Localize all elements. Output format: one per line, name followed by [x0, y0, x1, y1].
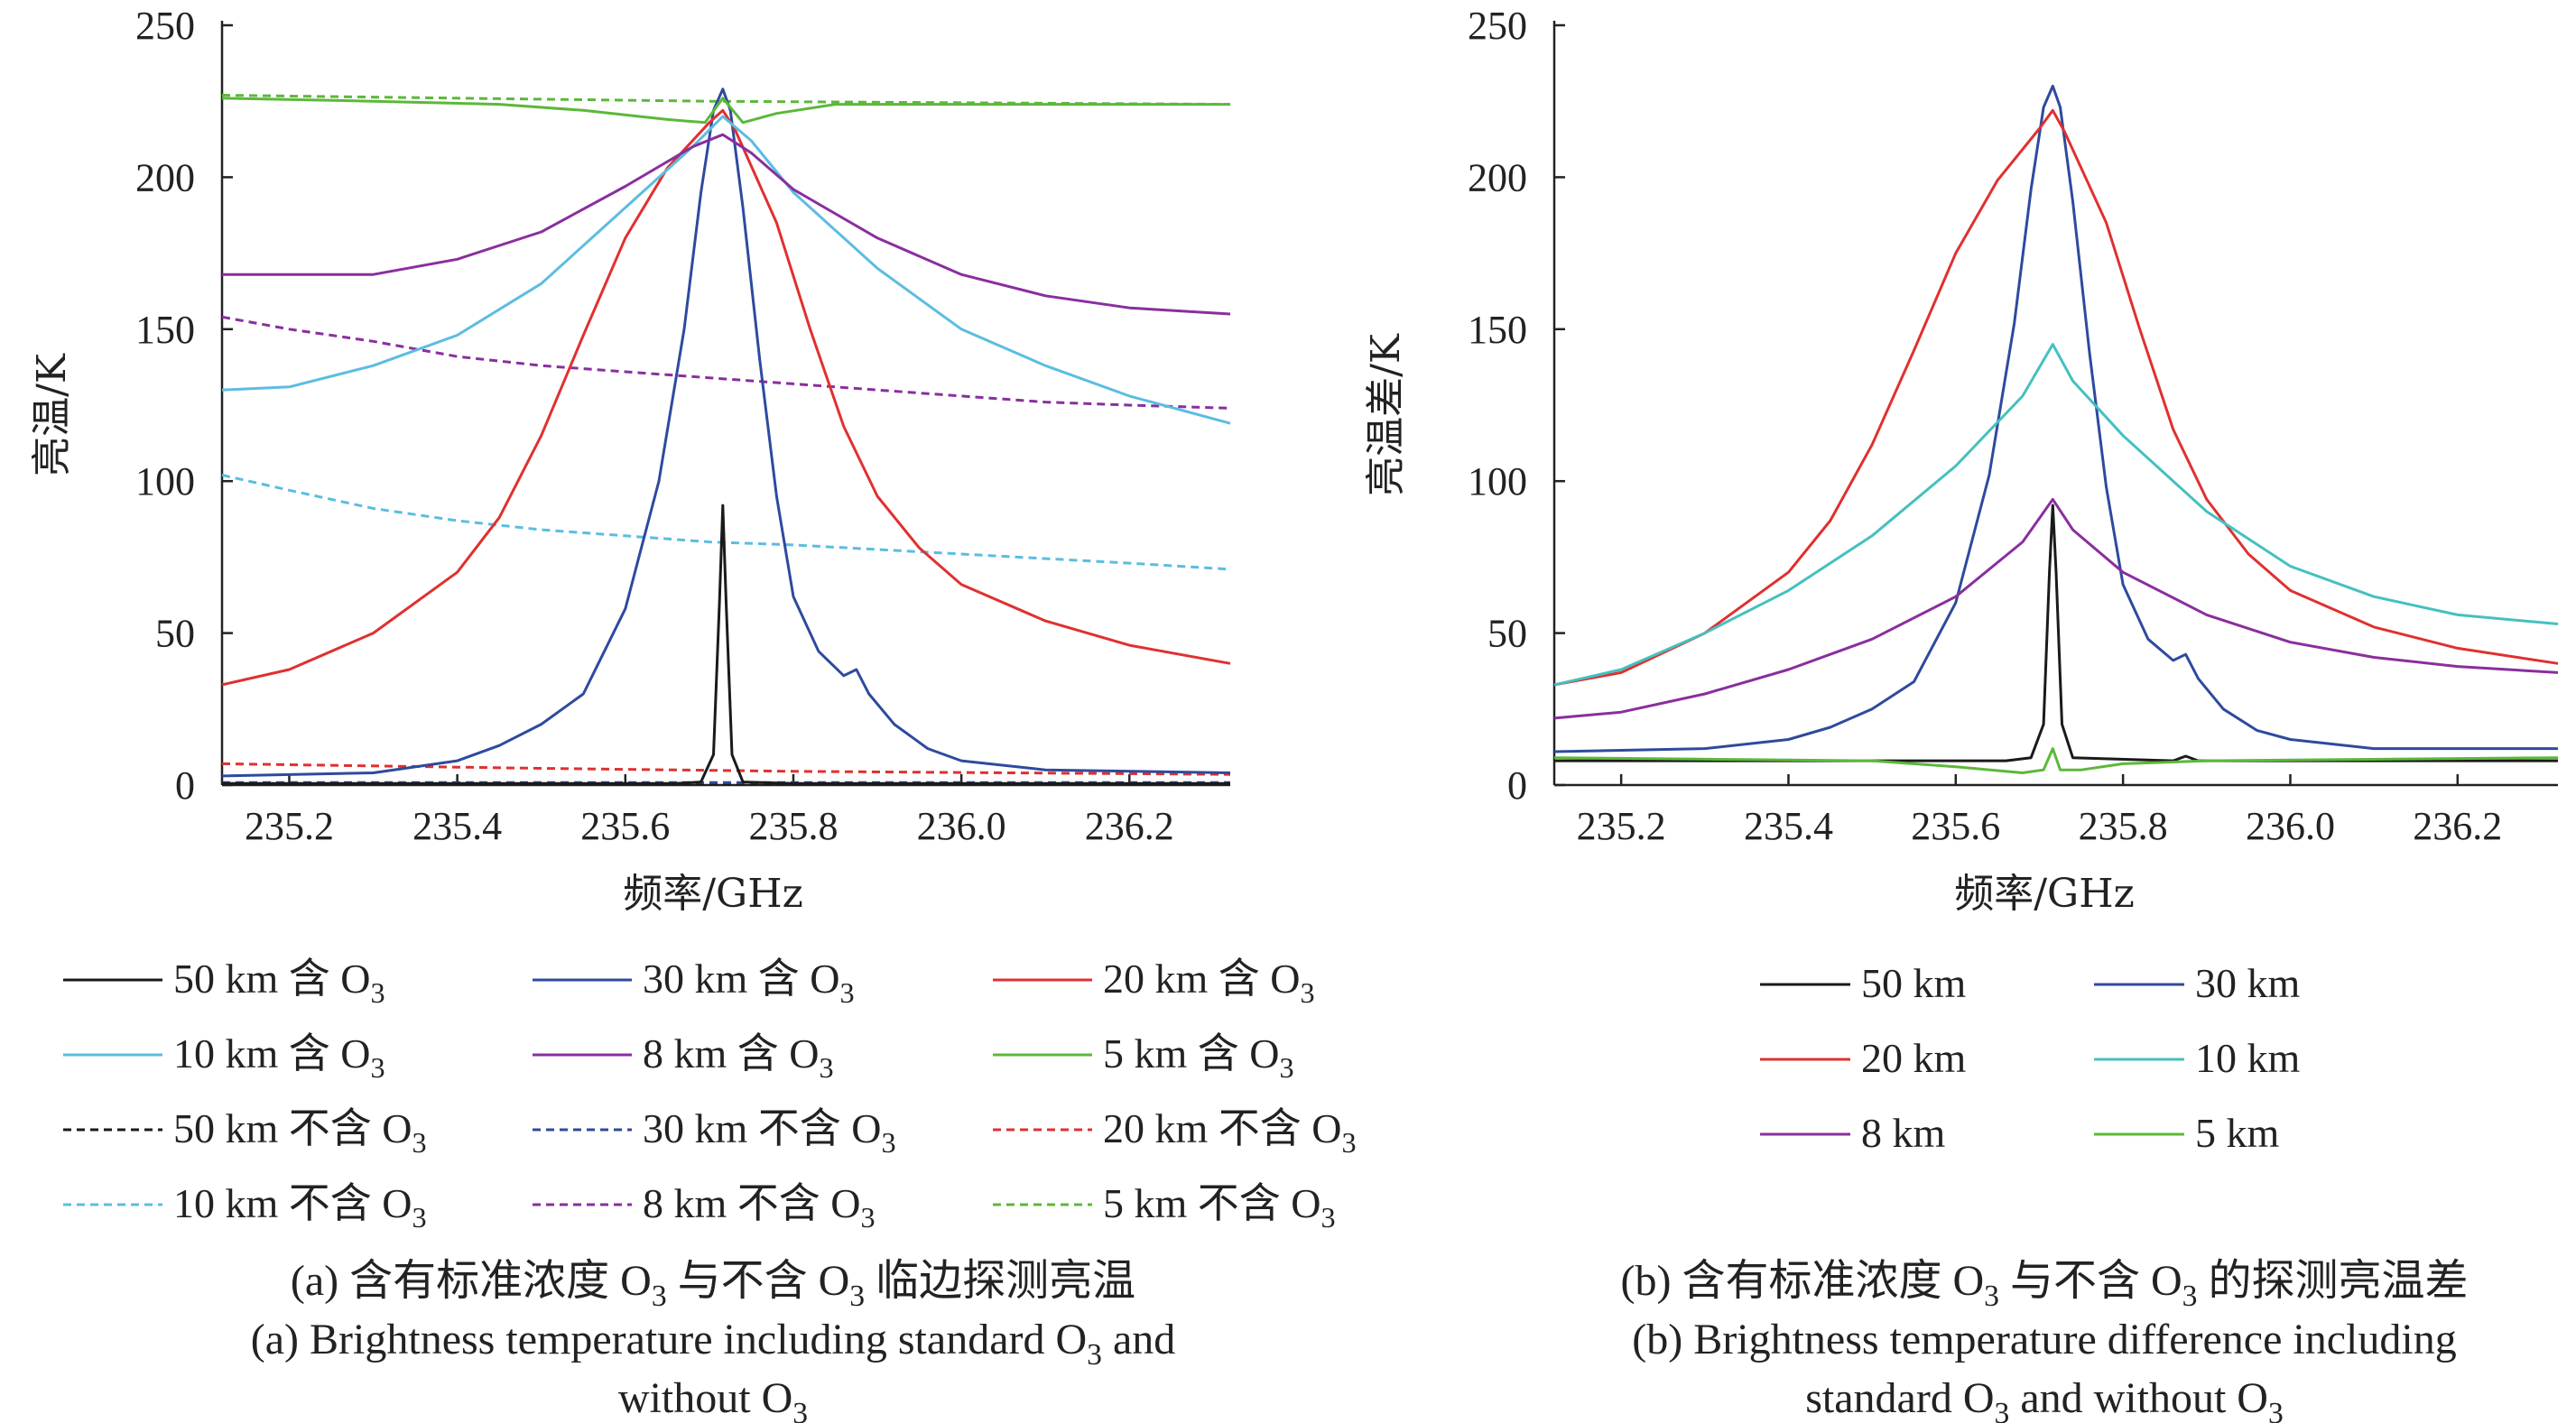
caption-en-line2: standard O3 and without O3	[1805, 1374, 2284, 1423]
y-tick-label: 100	[135, 459, 195, 504]
x-tick-label: 236.2	[2413, 804, 2502, 848]
caption-en-line2: without O3	[618, 1374, 808, 1423]
series-line-a-4	[222, 133, 1231, 316]
series-line-a-9	[221, 474, 1231, 571]
series-line-a-3	[221, 115, 1231, 425]
legend-label: 10 km 含 O3	[173, 1030, 385, 1084]
legend-label: 5 km	[2195, 1110, 2280, 1156]
x-tick-label: 235.4	[1744, 804, 1833, 848]
series-line-a-11	[221, 94, 1231, 106]
series-line-b-3	[1553, 343, 2559, 687]
series-line-a-2	[221, 108, 1231, 687]
caption-en-line1: (b) Brightness temperature difference in…	[1632, 1316, 2456, 1363]
x-tick-label: 235.4	[412, 804, 502, 848]
legend-label: 50 km	[1861, 960, 1967, 1006]
series-line-b-4	[1553, 497, 2559, 720]
series-line-b-0	[1554, 504, 2558, 762]
series-line-a-5	[221, 97, 1230, 125]
y-tick-label: 150	[135, 308, 195, 352]
legend-label: 30 km	[2195, 960, 2301, 1006]
x-tick-label: 235.6	[1911, 804, 2000, 848]
series-line-b-5	[1553, 747, 2559, 774]
x-axis-label: 频率/GHz	[1954, 871, 2135, 917]
legend-label: 50 km 含 O3	[173, 956, 385, 1009]
legend-label: 30 km 不含 O3	[643, 1105, 896, 1159]
legend-label: 8 km 不含 O3	[643, 1180, 876, 1234]
x-tick-label: 235.2	[1577, 804, 1666, 848]
y-tick-label: 250	[1468, 4, 1527, 48]
x-tick-label: 236.0	[2246, 804, 2335, 848]
y-axis-label: 亮温/K	[29, 353, 75, 476]
y-tick-label: 150	[1468, 308, 1527, 352]
caption-cn: (a) 含有标准浓度 O3 与不含 O3 临边探测亮温	[291, 1257, 1135, 1313]
legend-label: 8 km	[1861, 1110, 1946, 1156]
legend-label: 50 km 不含 O3	[173, 1105, 427, 1159]
legend-label: 30 km 含 O3	[643, 956, 855, 1009]
y-axis-label: 亮温差/K	[1363, 333, 1409, 496]
legend-label: 20 km 不含 O3	[1103, 1105, 1357, 1159]
y-tick-label: 250	[135, 4, 195, 48]
caption-cn: (b) 含有标准浓度 O3 与不含 O3 的探测亮温差	[1621, 1257, 2469, 1313]
x-tick-label: 235.8	[748, 804, 838, 848]
caption-en-line1: (a) Brightness temperature including sta…	[251, 1316, 1176, 1372]
legend-label: 10 km 不含 O3	[173, 1180, 427, 1234]
x-tick-label: 236.0	[917, 804, 1006, 848]
y-tick-label: 0	[175, 763, 195, 808]
chart-a: 0 50 100 150 200 250 235.2 235.4 235.6 235.8 236.0…	[29, 4, 1357, 1423]
y-tick-label: 200	[135, 155, 195, 199]
legend-label: 8 km 含 O3	[643, 1030, 834, 1084]
legend-label: 20 km	[1861, 1035, 1967, 1081]
series-line-a-10	[221, 315, 1231, 410]
y-tick-label: 0	[1507, 763, 1527, 808]
series-line-a-1	[221, 88, 1231, 778]
x-axis-label: 频率/GHz	[623, 871, 803, 917]
x-tick-label: 235.2	[245, 804, 334, 848]
x-tick-label: 236.2	[1085, 804, 1174, 848]
series-line-a-8	[221, 762, 1231, 776]
x-tick-label: 235.8	[2079, 804, 2168, 848]
series-line-b-2	[1553, 108, 2559, 687]
legend-label: 20 km 含 O3	[1103, 956, 1315, 1009]
series-line-a-0	[222, 504, 1230, 785]
legend-label: 10 km	[2195, 1035, 2301, 1081]
series-line-b-1	[1553, 84, 2558, 753]
y-tick-label: 50	[155, 612, 195, 656]
x-tick-label: 235.6	[580, 804, 670, 848]
y-tick-label: 100	[1468, 459, 1527, 504]
chart-b: 0 50 100 150 200 250 235.2 235.4 235.6 235.8 236.0…	[1363, 4, 2559, 1423]
legend-label: 5 km 含 O3	[1103, 1030, 1294, 1084]
legend-label: 5 km 不含 O3	[1103, 1180, 1336, 1234]
y-tick-label: 50	[1487, 612, 1527, 656]
y-tick-label: 200	[1468, 155, 1527, 199]
